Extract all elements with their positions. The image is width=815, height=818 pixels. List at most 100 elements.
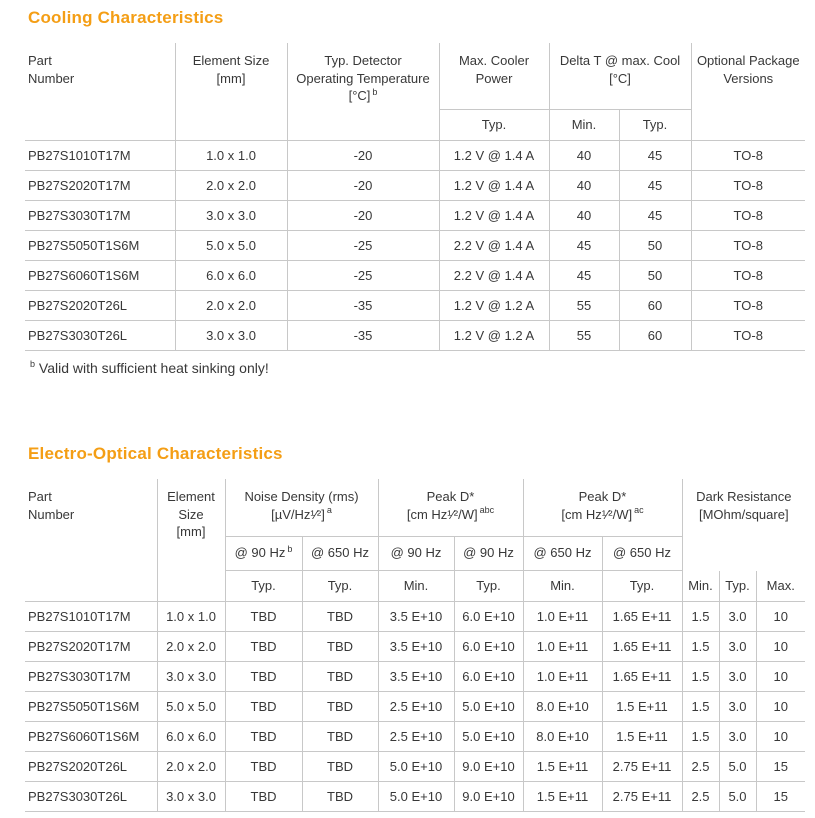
noise-650hz-cell: TBD	[301, 781, 378, 812]
col-header-peak-d-90: Peak D* [cm Hz¹⁄²/W] abc	[377, 479, 523, 537]
element-size-cell: 3.0 x 3.0	[174, 320, 287, 351]
dark-resistance-min-cell: 1.5	[681, 601, 719, 632]
unit-text: [cm Hz¹⁄²/W]	[561, 506, 633, 522]
dark-resistance-max-cell: 10	[755, 661, 806, 692]
peak-d-90-typ-cell: 5.0 E+10	[453, 721, 523, 752]
element-size-cell: 2.0 x 2.0	[174, 290, 287, 321]
sub-header-min: Min.	[681, 570, 719, 602]
sub-header-min: Min.	[522, 570, 602, 602]
noise-90hz-cell: TBD	[224, 691, 302, 722]
dark-resistance-max-cell: 15	[755, 781, 806, 812]
element-size-cell: 1.0 x 1.0	[156, 601, 225, 632]
peak-d-90-min-cell: 2.5 E+10	[377, 721, 454, 752]
footnote: b Valid with sufficient heat sinking onl…	[28, 360, 805, 376]
peak-d-90-typ-cell: 5.0 E+10	[453, 691, 523, 722]
dark-resistance-min-cell: 1.5	[681, 691, 719, 722]
peak-d-90-unit: [cm Hz¹⁄²/W] abc	[381, 506, 521, 524]
element-size-cell: 2.0 x 2.0	[156, 631, 225, 662]
peak-d-90-min-cell: 3.5 E+10	[377, 661, 454, 692]
package-cell: TO-8	[690, 260, 805, 291]
operating-temperature-cell: -25	[286, 260, 439, 291]
dark-resistance-min-cell: 1.5	[681, 721, 719, 752]
table-row: PB27S2020T26L 2.0 x 2.0 TBD TBD 5.0 E+10…	[25, 751, 806, 782]
element-size-cell: 2.0 x 2.0	[174, 170, 287, 201]
sub-header-max: Max.	[755, 570, 806, 602]
cooling-table-body: PB27S1010T17M 1.0 x 1.0 -20 1.2 V @ 1.4 …	[25, 140, 805, 351]
operating-temperature-unit: [°C] b	[290, 87, 437, 105]
noise-90hz-cell: TBD	[224, 631, 302, 662]
peak-d-650-typ-cell: 1.65 E+11	[601, 601, 682, 632]
cooling-section-title: Cooling Characteristics	[28, 8, 224, 27]
dark-resistance-typ-cell: 5.0	[718, 781, 756, 812]
footnote-marker-abc: abc	[479, 505, 495, 516]
table-row: PB27S1010T17M 1.0 x 1.0 -20 1.2 V @ 1.4 …	[25, 140, 805, 171]
dark-resistance-min-cell: 1.5	[681, 631, 719, 662]
package-cell: TO-8	[690, 200, 805, 231]
sub-header-freq-650hz: @ 650 Hz	[601, 536, 682, 571]
table-row: PB27S1010T17M 1.0 x 1.0 TBD TBD 3.5 E+10…	[25, 601, 806, 632]
cooler-power-cell: 2.2 V @ 1.4 A	[438, 260, 549, 291]
noise-650hz-cell: TBD	[301, 691, 378, 722]
footnote-marker-b: b	[287, 544, 293, 555]
sub-header-freq-650hz: @ 650 Hz	[301, 536, 378, 571]
table-row: PB27S2020T17M 2.0 x 2.0 -20 1.2 V @ 1.4 …	[25, 170, 805, 201]
noise-650hz-cell: TBD	[301, 751, 378, 782]
sub-header-row: Typ. Min. Typ.	[25, 109, 805, 141]
peak-d-90-typ-cell: 6.0 E+10	[453, 601, 523, 632]
peak-d-650-typ-cell: 1.5 E+11	[601, 721, 682, 752]
unit-text: [cm Hz¹⁄²/W]	[406, 506, 478, 522]
sub-header-typ: Typ.	[224, 570, 302, 602]
header-row: Part Number Element Size [mm] Typ. Detec…	[25, 43, 805, 141]
col-header-max-cooler-power: Max. Cooler Power	[438, 43, 549, 110]
footnote-text: Valid with sufficient heat sinking only!	[38, 360, 269, 376]
electro-optical-table-body: PB27S1010T17M 1.0 x 1.0 TBD TBD 3.5 E+10…	[25, 601, 806, 812]
table-row: PB27S3030T17M 3.0 x 3.0 TBD TBD 3.5 E+10…	[25, 661, 806, 692]
peak-d-90-min-cell: 3.5 E+10	[377, 631, 454, 662]
part-number-cell: PB27S2020T26L	[25, 751, 157, 782]
table-row: PB27S3030T17M 3.0 x 3.0 -20 1.2 V @ 1.4 …	[25, 200, 805, 231]
element-size-cell: 5.0 x 5.0	[156, 691, 225, 722]
col-header-dark-resistance: Dark Resistance [MOhm/square]	[681, 479, 806, 571]
part-number-cell: PB27S1010T17M	[25, 601, 157, 632]
table-row: PB27S5050T1S6M 5.0 x 5.0 TBD TBD 2.5 E+1…	[25, 691, 806, 722]
peak-d-650-label: Peak D*	[578, 489, 627, 504]
delta-t-min-cell: 55	[548, 320, 619, 351]
cooler-power-cell: 1.2 V @ 1.4 A	[438, 170, 549, 201]
dark-resistance-max-cell: 10	[755, 631, 806, 662]
operating-temperature-label: Typ. Detector Operating Temperature	[296, 53, 430, 86]
sub-header-typ: Typ.	[718, 570, 756, 602]
dark-resistance-min-cell: 2.5	[681, 781, 719, 812]
footnote-marker-b: b	[30, 359, 36, 370]
col-header-operating-temperature: Typ. Detector Operating Temperature [°C]…	[286, 43, 439, 141]
cooler-power-cell: 2.2 V @ 1.4 A	[438, 230, 549, 261]
delta-t-typ-cell: 60	[618, 320, 691, 351]
operating-temperature-cell: -35	[286, 320, 439, 351]
part-number-cell: PB27S3030T26L	[25, 320, 175, 351]
part-number-cell: PB27S6060T1S6M	[25, 721, 157, 752]
peak-d-90-typ-cell: 9.0 E+10	[453, 781, 523, 812]
package-cell: TO-8	[690, 230, 805, 261]
unit-text: [µV/Hz¹⁄²]	[271, 506, 325, 522]
electro-optical-table-header: Part Number Element Size [mm] Noise Dens…	[25, 479, 806, 602]
freq-text: @ 90 Hz	[234, 545, 286, 561]
sub-header-typ: Typ.	[301, 570, 378, 602]
footnote-marker-a: a	[326, 505, 332, 516]
dark-resistance-typ-cell: 3.0	[718, 691, 756, 722]
footnote-marker-b: b	[372, 86, 378, 97]
table-row: PB27S2020T17M 2.0 x 2.0 TBD TBD 3.5 E+10…	[25, 631, 806, 662]
sub-header-min: Min.	[377, 570, 454, 602]
part-number-cell: PB27S2020T26L	[25, 290, 175, 321]
operating-temperature-cell: -25	[286, 230, 439, 261]
delta-t-min-cell: 45	[548, 260, 619, 291]
dark-resistance-max-cell: 10	[755, 601, 806, 632]
part-number-cell: PB27S5050T1S6M	[25, 230, 175, 261]
delta-t-min-cell: 40	[548, 200, 619, 231]
noise-90hz-cell: TBD	[224, 661, 302, 692]
frequency-header-row: @ 90 Hz b @ 650 Hz @ 90 Hz @ 90 Hz @ 650 …	[25, 536, 805, 571]
cooler-power-cell: 1.2 V @ 1.4 A	[438, 200, 549, 231]
delta-t-min-cell: 55	[548, 290, 619, 321]
operating-temperature-cell: -20	[286, 170, 439, 201]
peak-d-90-label: Peak D*	[426, 489, 475, 504]
peak-d-90-min-cell: 3.5 E+10	[377, 601, 454, 632]
